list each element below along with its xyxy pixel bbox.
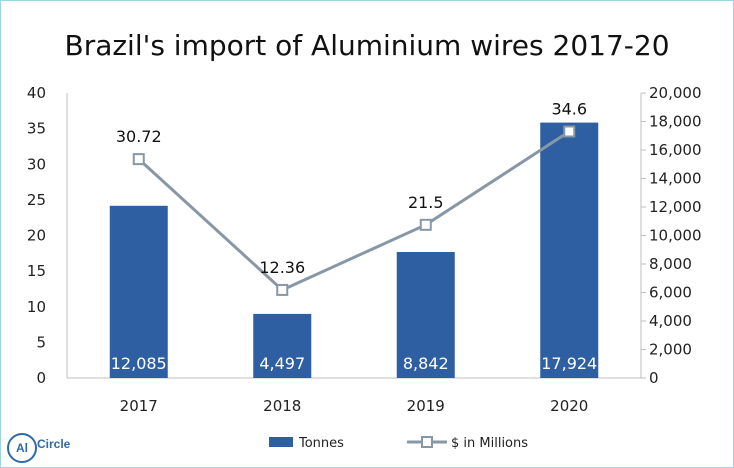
bar-value-label: 12,085 xyxy=(111,354,167,373)
bar-value-label: 8,842 xyxy=(403,354,449,373)
right-tick-label: 12,000 xyxy=(649,198,702,216)
legend-label-usd: $ in Millions xyxy=(451,436,528,451)
bar-tonnes-2018 xyxy=(253,313,312,378)
right-tick-label: 4,000 xyxy=(649,312,692,330)
line-usd-millions xyxy=(137,130,571,292)
right-tick-label: 6,000 xyxy=(649,284,692,302)
left-tick-label: 35 xyxy=(27,120,46,138)
x-category-label: 2019 xyxy=(407,397,445,415)
legend-label-tonnes: Tonnes xyxy=(298,436,344,451)
right-tick-label: 18,000 xyxy=(649,113,702,131)
line-value-label: 12.36 xyxy=(259,258,305,277)
left-tick-label: 25 xyxy=(27,191,46,209)
right-tick-label: 16,000 xyxy=(649,141,702,159)
right-tick-label: 8,000 xyxy=(649,255,692,273)
x-category-label: 2020 xyxy=(550,397,588,415)
x-category-label: 2018 xyxy=(263,397,301,415)
left-tick-label: 10 xyxy=(27,298,46,316)
bar-value-label: 4,497 xyxy=(259,354,305,373)
bar-tonnes-2020 xyxy=(540,122,599,378)
chart-title: Brazil's import of Aluminium wires 2017-… xyxy=(64,29,670,62)
logo-text: Circle xyxy=(37,437,71,451)
right-tick-label: 20,000 xyxy=(649,84,702,102)
right-tick-label: 2,000 xyxy=(649,341,692,359)
bar-tonnes-2019 xyxy=(396,252,455,378)
right-tick-label: 10,000 xyxy=(649,227,702,245)
left-tick-label: 30 xyxy=(27,155,46,173)
logo-mark: Al xyxy=(7,433,37,463)
left-tick-label: 40 xyxy=(27,84,46,102)
line-marker xyxy=(276,283,289,296)
right-tick-label: 14,000 xyxy=(649,170,702,188)
legend-swatch-tonnes xyxy=(269,437,293,447)
line-value-label: 34.6 xyxy=(551,99,587,118)
line-marker xyxy=(419,218,432,231)
line-value-label: 21.5 xyxy=(408,193,444,212)
line-marker xyxy=(132,153,145,166)
alcircle-logo: Al Circle xyxy=(7,433,77,463)
line-value-label: 30.72 xyxy=(116,127,162,146)
bar-value-label: 17,924 xyxy=(541,354,597,373)
legend-marker-usd xyxy=(421,436,433,448)
line-marker xyxy=(563,125,576,138)
left-tick-label: 0 xyxy=(36,369,46,387)
left-tick-label: 5 xyxy=(36,333,46,351)
left-tick-label: 20 xyxy=(27,227,46,245)
left-tick-label: 15 xyxy=(27,262,46,280)
right-tick-label: 0 xyxy=(649,369,659,387)
x-category-label: 2017 xyxy=(120,397,158,415)
bar-tonnes-2017 xyxy=(109,205,168,378)
